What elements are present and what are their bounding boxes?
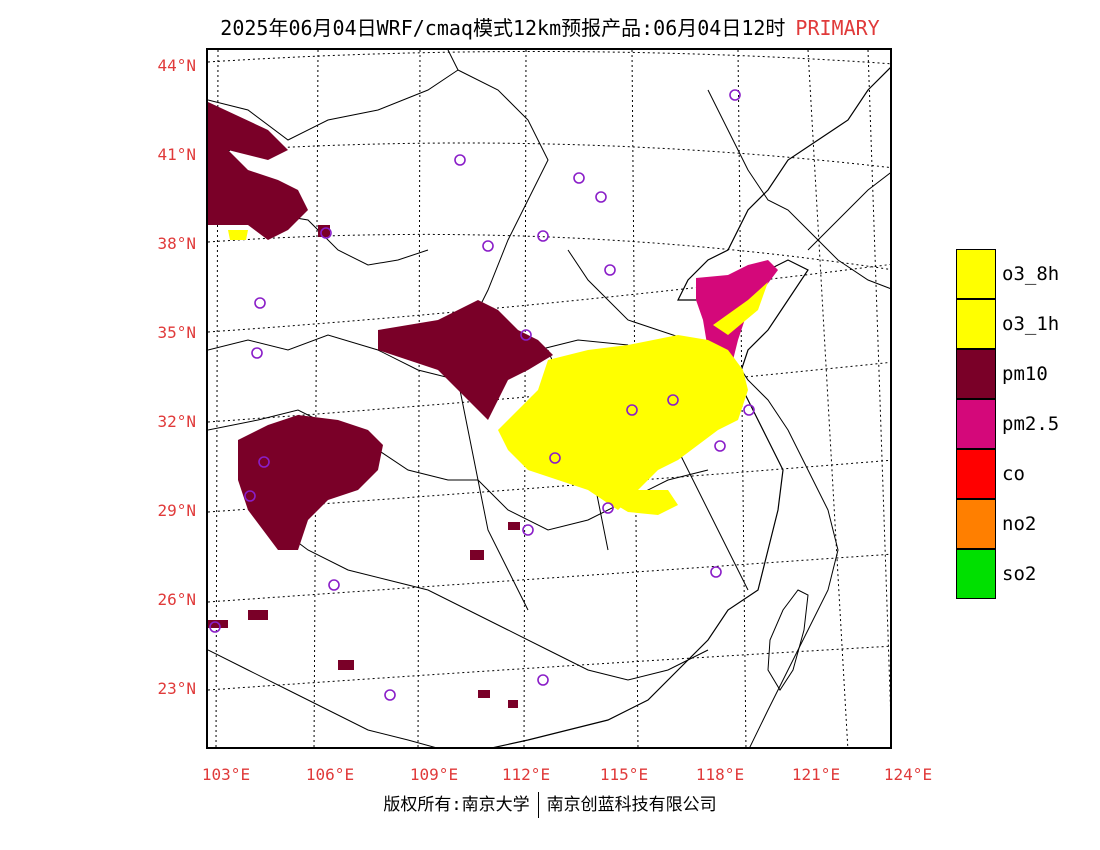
- legend-item-co: co: [956, 449, 1100, 499]
- legend-swatch-no2: [956, 499, 996, 549]
- lon-label-115: 115°E: [599, 765, 649, 784]
- legend: o3_8h o3_1h pm10 pm2.5 co no2 so2: [956, 249, 1100, 599]
- map-title: 2025年06月04日WRF/cmaq模式12km预报产品:06月04日12时 P…: [0, 12, 1100, 41]
- lat-label-44: 44°N: [157, 56, 196, 75]
- lon-label-103: 103°E: [201, 765, 251, 784]
- legend-swatch-o3-1h: [956, 299, 996, 349]
- lon-label-106: 106°E: [305, 765, 355, 784]
- legend-label-co: co: [1002, 463, 1025, 485]
- legend-item-so2: so2: [956, 549, 1100, 599]
- footer-divider: [537, 792, 539, 818]
- lon-label-121: 121°E: [791, 765, 841, 784]
- legend-swatch-pm25: [956, 399, 996, 449]
- lat-label-41: 41°N: [157, 145, 196, 164]
- legend-swatch-so2: [956, 549, 996, 599]
- lon-label-112: 112°E: [501, 765, 551, 784]
- legend-label-pm10: pm10: [1002, 363, 1048, 385]
- footer-right: 南京创蓝科技有限公司: [546, 795, 717, 815]
- pm10-regions: [208, 102, 553, 708]
- legend-swatch-pm10: [956, 349, 996, 399]
- lat-label-23: 23°N: [157, 679, 196, 698]
- legend-label-no2: no2: [1002, 513, 1037, 535]
- lon-label-109: 109°E: [409, 765, 459, 784]
- map-frame[interactable]: [206, 48, 892, 749]
- legend-item-o3-8h: o3_8h: [956, 249, 1100, 299]
- legend-item-no2: no2: [956, 499, 1100, 549]
- footer-left: 版权所有:南京大学: [383, 795, 530, 815]
- title-text: 2025年06月04日WRF/cmaq模式12km预报产品:06月04日12时: [220, 16, 786, 40]
- legend-swatch-co: [956, 449, 996, 499]
- lat-label-29: 29°N: [157, 501, 196, 520]
- taiwan-outline: [767, 589, 809, 691]
- legend-label-so2: so2: [1002, 563, 1037, 585]
- coastline: [493, 67, 890, 747]
- legend-label-o3-1h: o3_1h: [1002, 313, 1060, 335]
- lon-label-124: 124°E: [883, 765, 933, 784]
- lat-label-35: 35°N: [157, 323, 196, 342]
- monitoring-stations: [209, 89, 755, 701]
- legend-label-o3-8h: o3_8h: [1002, 263, 1060, 285]
- legend-label-pm25: pm2.5: [1002, 413, 1060, 435]
- legend-swatch-o3-8h: [956, 249, 996, 299]
- o3-regions: [228, 230, 768, 515]
- lat-label-32: 32°N: [157, 412, 196, 431]
- lat-label-38: 38°N: [157, 234, 196, 253]
- graticule: [208, 50, 890, 747]
- legend-item-o3-1h: o3_1h: [956, 299, 1100, 349]
- copyright-footer: 版权所有:南京大学 南京创蓝科技有限公司: [0, 790, 1100, 818]
- map-canvas: [208, 50, 890, 747]
- legend-item-pm10: pm10: [956, 349, 1100, 399]
- legend-item-pm25: pm2.5: [956, 399, 1100, 449]
- lon-label-118: 118°E: [695, 765, 745, 784]
- title-tag: PRIMARY: [795, 16, 880, 40]
- lat-label-26: 26°N: [157, 590, 196, 609]
